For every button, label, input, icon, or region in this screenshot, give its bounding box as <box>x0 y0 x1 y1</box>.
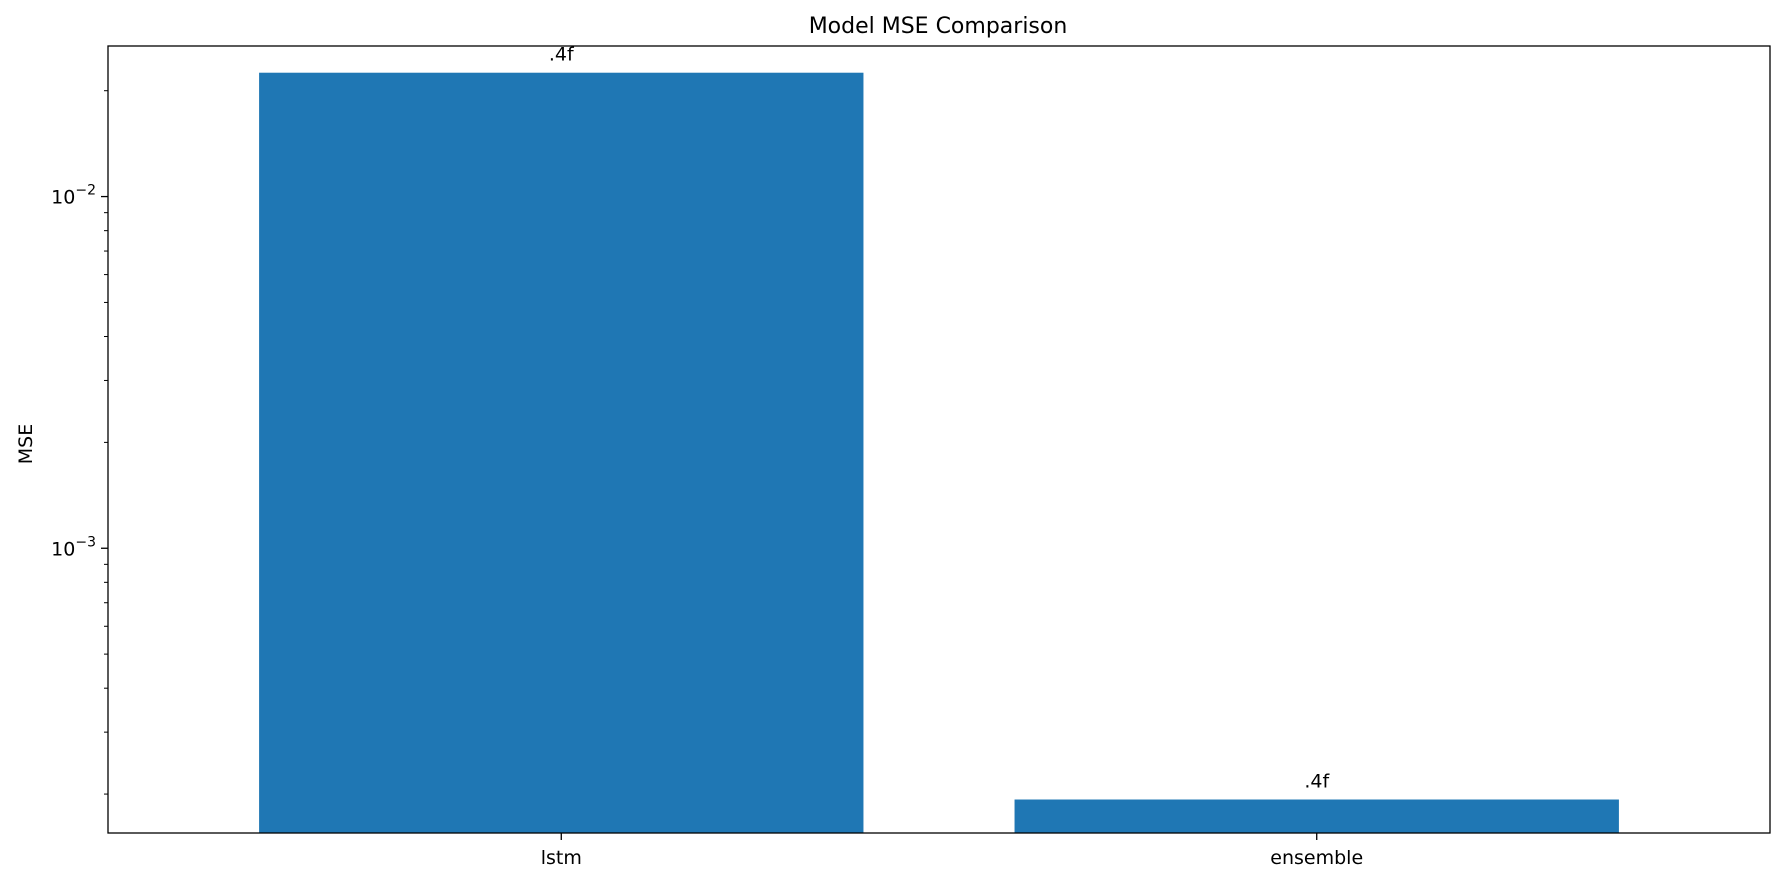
data-label-ensemble: .4f <box>1304 771 1330 793</box>
data-labels-group: .4f .4f <box>549 44 1331 793</box>
y-axis-label: MSE <box>15 424 37 464</box>
bar-ensemble <box>1014 799 1619 833</box>
x-tick-label-lstm: lstm <box>541 847 582 869</box>
x-tick-label-ensemble: ensemble <box>1270 847 1363 869</box>
chart-title: Model MSE Comparison <box>809 14 1068 39</box>
data-label-lstm: .4f <box>549 44 575 66</box>
x-ticks-group: lstm ensemble <box>541 833 1363 869</box>
bar-lstm <box>259 72 864 834</box>
y-ticks-group: 10−2 10−3 <box>51 90 108 795</box>
y-tick-label-1: 10−3 <box>51 534 96 560</box>
plot-frame <box>107 45 1771 834</box>
bars-group <box>259 72 1619 834</box>
y-tick-label-0: 10−2 <box>51 183 96 209</box>
